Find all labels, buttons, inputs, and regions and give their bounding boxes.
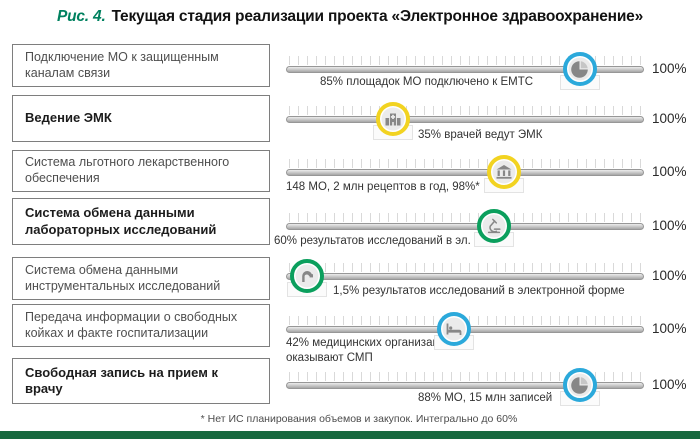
progress-marker [437, 312, 472, 346]
progress-bar [286, 259, 644, 297]
progress-track [286, 382, 644, 389]
scale-ticks [289, 56, 641, 65]
stage-label: Система обмена данными инструментальных … [25, 262, 221, 293]
stage-label-box: Система обмена данными инструментальных … [12, 257, 270, 300]
stage-label: Передача информации о свободных койках и… [25, 309, 238, 340]
footnote: * Нет ИС планирования объемов и закупок.… [200, 413, 518, 425]
pie-chart-icon [570, 60, 589, 79]
progress-caption: 42% медицинских организаций оказывают СМ… [286, 337, 452, 364]
progress-bar [286, 312, 644, 350]
progress-bar [286, 102, 644, 140]
stage-label: Подключение МО к защищенным каналам связ… [25, 49, 219, 80]
progress-marker [476, 209, 511, 243]
progress-marker [562, 52, 597, 86]
stage-label-box: Свободная запись на прием к врачу [12, 358, 270, 404]
progress-bar [286, 52, 644, 90]
government-building-icon [495, 163, 513, 181]
scale-max-label: 100% [652, 164, 687, 179]
stage-label: Система обмена данными лабораторных иссл… [25, 205, 217, 237]
figure-title-text: Текущая стадия реализации проекта «Элект… [111, 8, 644, 25]
progress-track [286, 116, 644, 123]
scale-max-label: 100% [652, 268, 687, 283]
stage-label: Ведение ЭМК [25, 110, 112, 126]
progress-caption: 88% МО, 15 млн записей [418, 392, 553, 404]
progress-caption: 148 МО, 2 млн рецептов в год, 98%* [286, 181, 480, 193]
pie-chart-icon [570, 376, 589, 395]
progress-bar [286, 368, 644, 406]
scale-max-label: 100% [652, 377, 687, 392]
progress-caption: 35% врачей ведут ЭМК [418, 129, 543, 141]
bottom-accent-bar [0, 431, 700, 439]
stage-label-box: Подключение МО к защищенным каналам связ… [12, 44, 270, 87]
scale-max-label: 100% [652, 61, 687, 76]
instrument-icon [298, 267, 316, 285]
stage-label-box: Система обмена данными лабораторных иссл… [12, 198, 270, 245]
microscope-icon [485, 217, 503, 235]
figure-title: Рис. 4. Текущая стадия реализации проекта… [0, 8, 700, 26]
progress-marker [487, 155, 522, 189]
stage-label: Свободная запись на прием к врачу [25, 364, 218, 396]
scale-ticks [289, 213, 641, 222]
progress-marker [562, 368, 597, 402]
scale-max-label: 100% [652, 111, 687, 126]
progress-track [286, 273, 644, 280]
progress-caption: 1,5% результатов исследований в электрон… [333, 285, 625, 297]
stage-label-box: Передача информации о свободных койках и… [12, 304, 270, 347]
progress-track [286, 223, 644, 230]
progress-track [286, 66, 644, 73]
hospital-bed-icon [445, 320, 463, 338]
stage-label-box: Ведение ЭМК [12, 95, 270, 142]
scale-ticks [289, 159, 641, 168]
scale-max-label: 100% [652, 218, 687, 233]
progress-bar [286, 209, 644, 247]
progress-track [286, 169, 644, 176]
stage-label: Система льготного лекарственного обеспеч… [25, 155, 230, 185]
hospital-icon [384, 110, 402, 128]
progress-marker [376, 102, 411, 136]
progress-marker [290, 259, 325, 293]
scale-max-label: 100% [652, 321, 687, 336]
progress-caption: 85% площадок МО подключено к ЕМТС [320, 76, 534, 88]
stage-label-box: Система льготного лекарственного обеспеч… [12, 150, 270, 192]
scale-ticks [289, 263, 641, 272]
figure-number: Рис. 4. [56, 8, 106, 25]
scale-ticks [289, 106, 641, 115]
scale-ticks [289, 372, 641, 381]
progress-bar [286, 155, 644, 193]
